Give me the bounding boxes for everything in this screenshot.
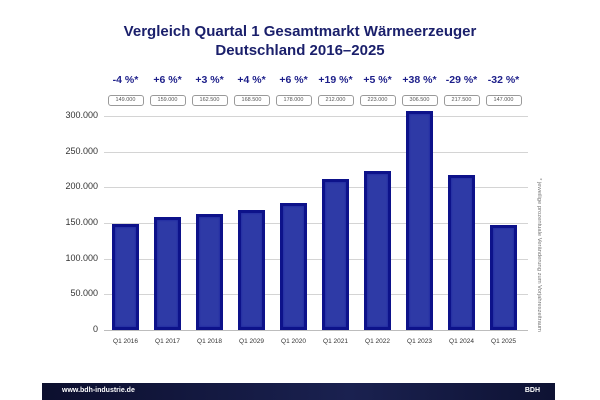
change-label: -32 %* (487, 74, 520, 86)
change-label: +5 %* (363, 74, 392, 86)
value-label-box: 223.000 (359, 95, 396, 106)
x-tick-label: Q1 2024 (449, 338, 474, 345)
bar (238, 209, 265, 330)
y-tick-label: 300.000 (65, 110, 98, 120)
y-tick-label: 150.000 (65, 217, 98, 227)
change-label: -29 %* (445, 74, 478, 86)
gridline (104, 116, 528, 117)
bar (196, 214, 223, 330)
gridline (104, 223, 528, 224)
value-label-box: 147.000 (485, 95, 522, 106)
x-tick-label: Q1 2016 (113, 338, 138, 345)
gridline (104, 151, 528, 153)
change-label: +19 %* (318, 74, 353, 86)
bar (322, 178, 349, 330)
value-label-box: 212.000 (317, 95, 354, 106)
gridline (104, 258, 528, 260)
change-label: +4 %* (237, 74, 266, 86)
x-tick-label: Q1 2023 (407, 338, 432, 345)
bar (490, 225, 517, 330)
bar (448, 174, 475, 330)
x-axis-line (104, 330, 528, 331)
bar (364, 170, 391, 330)
footnote: * jeweilige prozentuale Veränderung zum … (536, 178, 542, 332)
bar (154, 216, 181, 330)
footer-url[interactable]: www.bdh-industrie.de (62, 387, 135, 394)
footer-bar: www.bdh-industrie.de BDH (42, 383, 555, 400)
change-label: +6 %* (279, 74, 308, 86)
footer-brand: BDH (524, 387, 540, 394)
change-label: -4 %* (112, 74, 139, 86)
bar (112, 223, 139, 330)
x-tick-label: Q1 2017 (155, 338, 180, 345)
value-label-box: 306.500 (401, 95, 438, 106)
y-tick-label: 0 (92, 324, 98, 334)
bar (406, 111, 433, 330)
x-tick-label: Q1 2021 (323, 338, 348, 345)
x-tick-label: Q1 2022 (365, 338, 390, 345)
value-label-box: 162.500 (191, 95, 228, 106)
change-label: +38 %* (402, 74, 437, 86)
y-tick-label: 50.000 (70, 288, 98, 299)
x-tick-label: Q1 2025 (491, 338, 516, 345)
change-label: +6 %* (153, 74, 182, 86)
y-tick-label: 100.000 (65, 252, 98, 263)
value-label-box: 159.000 (149, 95, 186, 106)
value-label-box: 178.000 (275, 95, 312, 106)
value-label-box: 149.000 (107, 95, 144, 106)
chart-title: Vergleich Quartal 1 Gesamtmarkt Wärmeerz… (0, 22, 600, 60)
x-tick-label: Q1 2018 (197, 338, 222, 345)
y-tick-label: 200.000 (65, 181, 98, 192)
y-tick-label: 250.000 (65, 145, 98, 156)
change-label: +3 %* (195, 74, 224, 86)
chart-title-line2: Deutschland 2016–2025 (215, 42, 385, 59)
x-tick-label: Q1 2020 (281, 338, 306, 345)
value-label-box: 217.500 (443, 95, 480, 106)
value-label-box: 168.500 (233, 95, 270, 106)
gridline (104, 187, 528, 189)
gridline (104, 294, 528, 296)
bar (280, 203, 307, 330)
chart-title-line1: Vergleich Quartal 1 Gesamtmarkt Wärmeerz… (123, 23, 477, 40)
x-tick-label: Q1 2029 (239, 338, 264, 345)
